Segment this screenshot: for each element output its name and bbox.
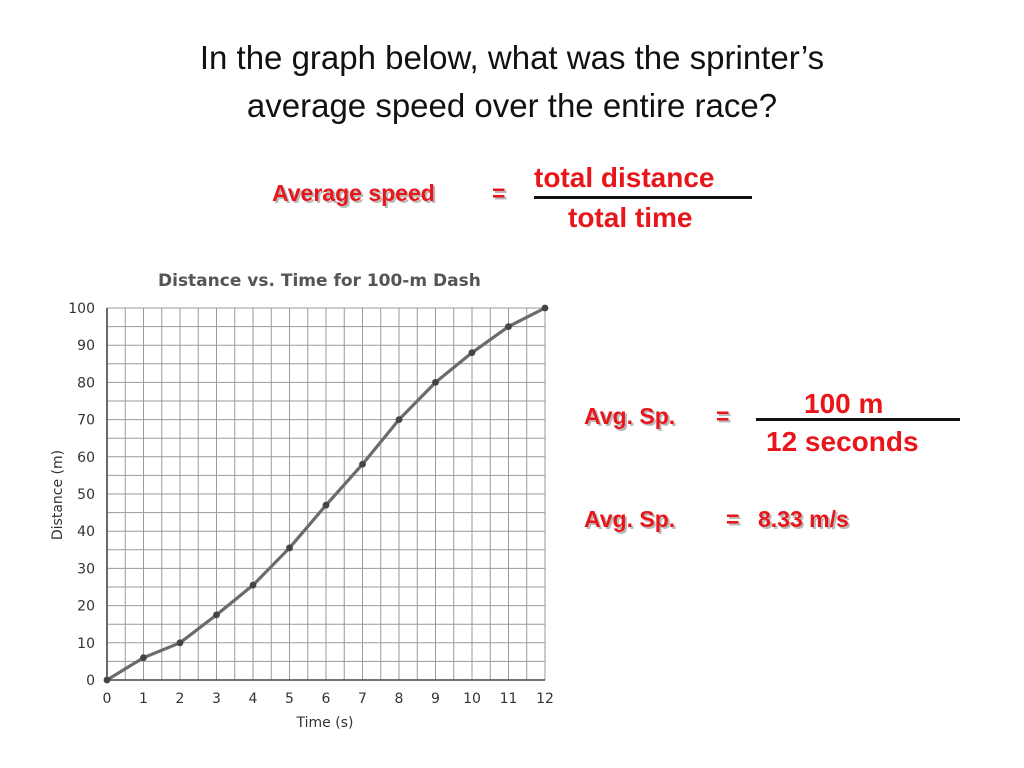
x-tick-label: 12 <box>536 691 554 707</box>
calc1-numerator: 100 m <box>804 388 884 419</box>
x-tick-label: 11 <box>500 691 518 707</box>
formula-numerator: total distance <box>534 162 715 193</box>
formula-fraction-bar <box>534 196 752 199</box>
calc2-equals: = <box>726 506 740 532</box>
data-point <box>140 654 147 662</box>
x-tick-label: 5 <box>285 691 294 707</box>
data-point <box>249 581 257 589</box>
y-tick-label: 20 <box>77 599 95 615</box>
x-axis-title: Time (s) <box>296 715 354 731</box>
y-tick-label: 60 <box>77 450 95 466</box>
chart-series <box>103 304 549 684</box>
y-tick-label: 10 <box>77 636 95 652</box>
y-tick-label: 80 <box>77 375 95 391</box>
data-point <box>103 676 111 684</box>
formula-denominator: total time <box>568 202 693 233</box>
x-tick-label: 3 <box>212 691 221 707</box>
y-tick-label: 30 <box>77 561 95 577</box>
y-tick-label: 0 <box>86 673 95 689</box>
average-speed-label: Average speed <box>272 180 435 206</box>
question-text: In the graph below, what was the sprinte… <box>0 34 1024 130</box>
y-tick-label: 100 <box>68 301 95 317</box>
x-tick-label: 2 <box>176 691 185 707</box>
data-point <box>286 544 293 552</box>
data-point <box>395 416 403 423</box>
chart-axes <box>106 308 545 681</box>
x-tick-label: 7 <box>358 691 367 707</box>
data-point <box>176 639 184 647</box>
chart-grid <box>106 307 546 681</box>
y-tick-label: 90 <box>77 338 95 354</box>
x-tick-label: 8 <box>395 691 404 707</box>
y-tick-label: 50 <box>77 487 95 503</box>
x-tick-label: 4 <box>249 691 258 707</box>
calc2-result: 8.33 m/s <box>758 506 849 532</box>
question-line-1: In the graph below, what was the sprinte… <box>199 39 825 76</box>
calc1-denominator: 12 seconds <box>766 426 919 457</box>
y-tick-label: 40 <box>77 524 95 540</box>
x-tick-label: 10 <box>463 691 481 707</box>
data-point <box>505 323 512 330</box>
question-line-2: average speed over the entire race? <box>246 87 778 124</box>
data-point <box>468 349 476 357</box>
x-tick-label: 6 <box>322 691 331 707</box>
x-tick-label: 9 <box>431 691 440 707</box>
data-point <box>541 304 549 312</box>
data-point <box>213 611 220 619</box>
y-axis-title: Distance (m) <box>50 450 66 540</box>
data-point <box>359 460 366 468</box>
data-point <box>432 379 439 386</box>
x-tick-label: 0 <box>103 691 112 707</box>
calc1-fraction-bar <box>756 418 960 421</box>
x-tick-label: 1 <box>139 691 148 707</box>
data-point <box>322 501 330 509</box>
calc1-equals: = <box>716 403 730 429</box>
calc1-label: Avg. Sp. <box>584 403 676 429</box>
average-speed-equals: = <box>492 180 506 206</box>
y-tick-label: 70 <box>77 413 95 429</box>
calc2-label: Avg. Sp. <box>584 506 676 532</box>
chart-title: Distance vs. Time for 100-m Dash <box>158 271 481 291</box>
